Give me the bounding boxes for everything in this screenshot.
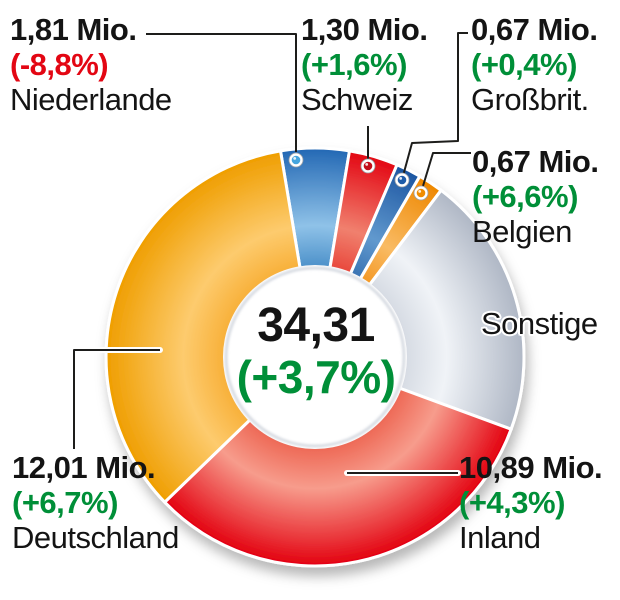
callout-dot-highlight-schweiz: [365, 163, 369, 166]
donut-segments: [104, 146, 526, 568]
callout-lines: [71, 32, 471, 476]
callout-dot-highlight-grossbrit: [399, 177, 403, 180]
value-niederlande: 1,81 Mio.: [10, 12, 137, 47]
pct-inland: (+4,3%): [459, 485, 565, 520]
label-deutschland: 12,01 Mio. (+6,7%) Deutschland: [12, 450, 179, 555]
name-grossbrit: Großbrit.: [471, 82, 589, 117]
callout-dot-schweiz: [363, 161, 373, 171]
value-schweiz: 1,30 Mio.: [301, 12, 428, 47]
callout-line-belgien: [422, 152, 471, 187]
name-niederlande: Niederlande: [10, 82, 172, 117]
donut-hole: [223, 265, 407, 449]
callout-line-niederlande: [146, 33, 297, 152]
donut-hole-circle: [223, 265, 407, 449]
label-inland: 10,89 Mio. (+4,3%) Inland: [459, 450, 603, 555]
name-deutschland: Deutschland: [12, 520, 179, 555]
pct-deutschland: (+6,7%): [12, 485, 118, 520]
value-inland: 10,89 Mio.: [459, 450, 603, 485]
center-total-label: 34,31 (+3,7%): [166, 299, 466, 403]
name-inland: Inland: [459, 520, 541, 555]
callout-line-deutschland: [73, 349, 160, 449]
value-belgien: 0,67 Mio.: [472, 144, 599, 179]
name-belgien: Belgien: [472, 214, 572, 249]
hole-bevel-ring: [224, 266, 406, 448]
center-total-value: 34,31: [257, 299, 375, 352]
callout-dot-grossbrit: [397, 175, 407, 185]
label-schweiz: 1,30 Mio. (+1,6%) Schweiz: [301, 12, 428, 117]
pct-niederlande: (-8,8%): [10, 47, 109, 82]
pct-grossbrit: (+0,4%): [471, 47, 577, 82]
name-sonstige: Sonstige: [481, 306, 598, 341]
label-grossbrit: 0,67 Mio. (+0,4%) Großbrit.: [471, 12, 598, 117]
label-sonstige: Sonstige: [481, 306, 598, 341]
callout-dot-niederlande: [291, 155, 301, 165]
pct-schweiz: (+1,6%): [301, 47, 407, 82]
callout-dot-belgien: [416, 188, 426, 198]
callout-dot-highlight-niederlande: [293, 157, 297, 160]
center-total-pct: (+3,7%): [236, 351, 396, 403]
callout-line-grossbrit: [402, 32, 468, 177]
pct-belgien: (+6,6%): [472, 179, 578, 214]
label-niederlande: 1,81 Mio. (-8,8%) Niederlande: [10, 12, 172, 117]
label-belgien: 0,67 Mio. (+6,6%) Belgien: [472, 144, 599, 249]
value-grossbrit: 0,67 Mio.: [471, 12, 598, 47]
callout-dots: [288, 152, 429, 201]
callout-dot-highlight-belgien: [418, 190, 422, 193]
value-deutschland: 12,01 Mio.: [12, 450, 156, 485]
name-schweiz: Schweiz: [301, 82, 413, 117]
